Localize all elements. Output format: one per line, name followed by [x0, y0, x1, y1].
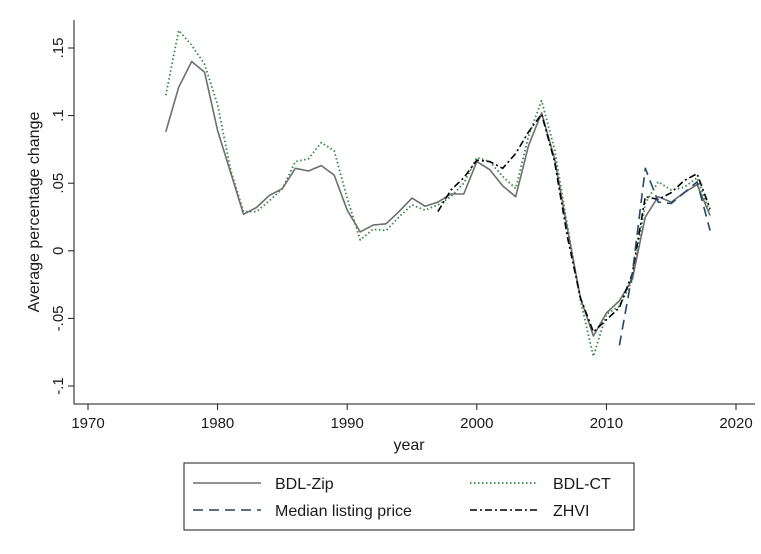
legend-label-bdl-zip: BDL-Zip: [275, 476, 334, 493]
x-axis-title: year: [393, 437, 425, 454]
y-tick-label: .15: [50, 38, 67, 59]
y-axis-title: Average percentage change: [26, 112, 43, 313]
y-tick-label: -.05: [50, 305, 67, 331]
y-tick-label: .05: [50, 173, 67, 194]
x-tick-label: 1970: [71, 415, 104, 432]
x-tick-label: 2000: [460, 415, 493, 432]
y-tick-label: 0: [50, 247, 67, 255]
series-line-zhvi: [437, 113, 711, 333]
x-tick-label: 2020: [719, 415, 752, 432]
y-axis-ticks: -.1 -.05 0 .05 .1 .15: [50, 38, 74, 395]
series-line-bdl-zip: [165, 60, 711, 337]
plot-area: [73, 20, 755, 405]
legend: BDL-Zip BDL-CT Median listing price ZHVI: [183, 462, 635, 531]
x-tick-label: 1990: [331, 415, 364, 432]
legend-label-zhvi: ZHVI: [553, 503, 589, 520]
series-line-median-listing-price: [618, 167, 711, 346]
legend-label-bdl-ct: BDL-CT: [553, 476, 611, 493]
x-tick-label: 2010: [590, 415, 623, 432]
y-tick-label: .1: [50, 109, 67, 122]
x-tick-label: 1980: [201, 415, 234, 432]
y-tick-label: -.1: [50, 377, 67, 395]
x-axis-ticks: 1970 1980 1990 2000 2010 2020: [71, 404, 753, 432]
legend-label-median-listing-price: Median listing price: [275, 503, 412, 520]
series-layer: [164, 29, 711, 358]
legend-box: [183, 462, 635, 531]
